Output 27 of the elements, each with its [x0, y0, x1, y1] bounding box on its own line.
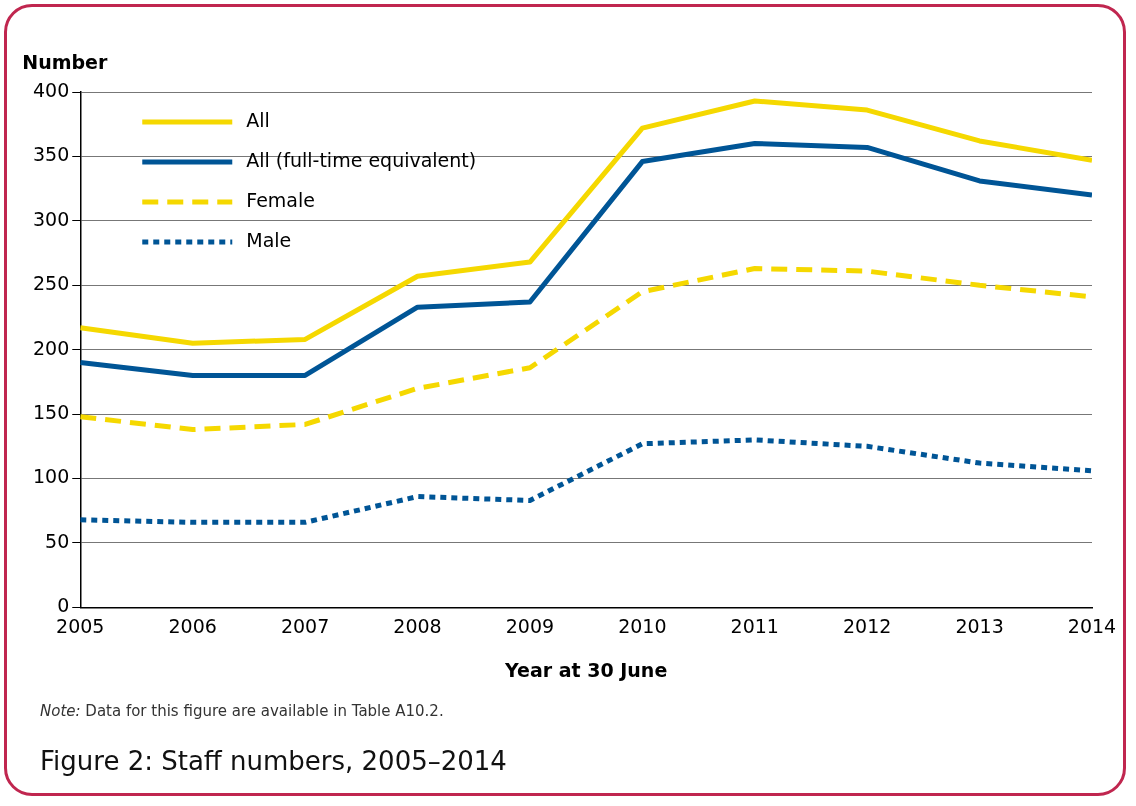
x-tick-label: 2013 — [955, 614, 1004, 637]
y-tick-label: 50 — [45, 529, 70, 552]
x-tick-label: 2007 — [280, 614, 330, 637]
y-tick-label: 100 — [33, 465, 70, 488]
x-tick-label: 2005 — [56, 614, 105, 637]
text: Note: Data for this figure are available in Table A10.2. — [40, 702, 444, 720]
y-tick-label: 150 — [33, 401, 70, 424]
x-tick-label: 2010 — [618, 614, 667, 637]
x-tick-label: 2006 — [168, 614, 217, 637]
legend-label: All (full-time equivalent) — [246, 148, 477, 171]
y-tick-label: 350 — [33, 143, 70, 166]
legend-label: Male — [246, 228, 292, 251]
x-tick-label: 2011 — [730, 614, 779, 637]
y-tick-label: 0 — [57, 594, 70, 617]
y-tick-label: 300 — [33, 207, 70, 230]
y-tick-label: 250 — [33, 272, 70, 295]
x-axis-title: Year at 30 June — [503, 658, 668, 681]
legend-label: All — [246, 108, 270, 131]
text: Figure 2: Staff numbers, 2005–2014 — [40, 746, 507, 776]
y-tick-label: 200 — [33, 336, 70, 359]
x-tick-label: 2008 — [393, 614, 442, 637]
y-tick-label: 400 — [33, 78, 70, 101]
x-tick-label: 2014 — [1067, 614, 1117, 637]
y-axis-title: Number — [22, 51, 108, 74]
legend-label: Female — [246, 188, 315, 211]
x-tick-label: 2009 — [505, 614, 555, 637]
x-tick-label: 2012 — [842, 614, 892, 637]
